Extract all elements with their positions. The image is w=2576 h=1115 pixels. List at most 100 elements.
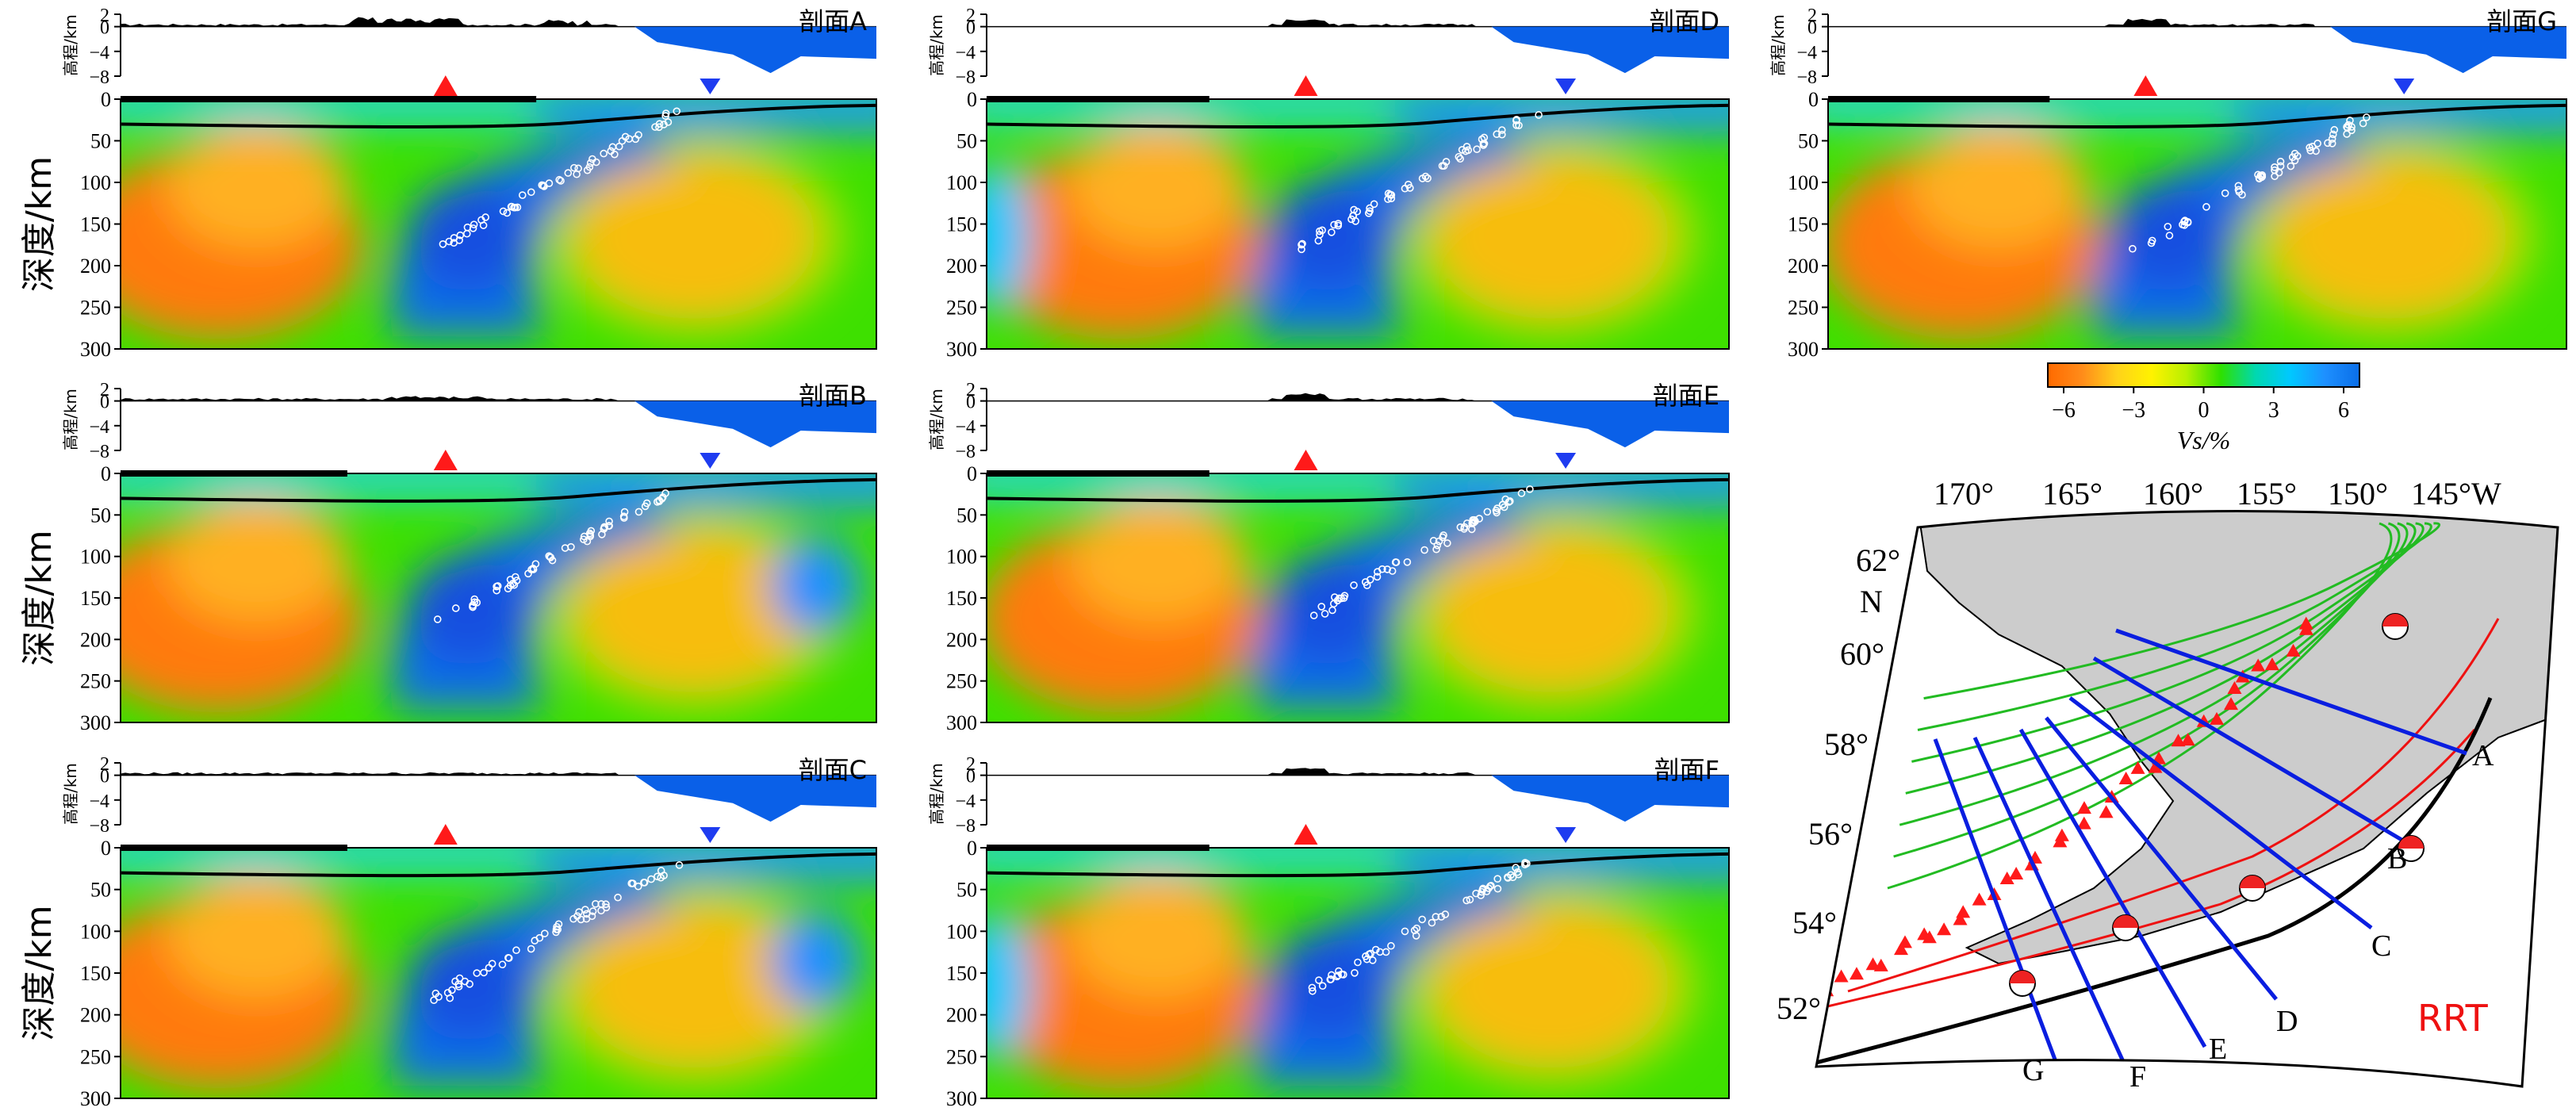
isodepth-contour (1887, 522, 2393, 890)
earthquake (2363, 113, 2371, 121)
earthquake (555, 175, 563, 184)
depth-axis-label: 深度/km (19, 530, 59, 665)
elev-tick-label: 2 (966, 754, 976, 775)
region-label: RRT (2417, 997, 2489, 1040)
volcano-marker (1294, 75, 1318, 96)
map-lon-label: 145°W (2411, 476, 2501, 512)
earthquake (1433, 541, 1442, 550)
earthquake (602, 903, 611, 912)
earthquake (1455, 152, 1463, 161)
earthquake (1317, 603, 1326, 611)
earthquake (477, 216, 485, 224)
volcano-marker (2298, 616, 2313, 630)
earthquake (1361, 578, 1370, 586)
isodepth-contour (1905, 522, 2417, 795)
volcano-marker (2251, 658, 2266, 672)
depth-tick-label: 150 (946, 213, 977, 236)
earthquake (1441, 910, 1450, 918)
depth-tick-label: 0 (967, 88, 977, 111)
elev-tick-label: −8 (955, 442, 976, 462)
earthquake (574, 164, 582, 173)
earthquake (1413, 924, 1421, 933)
depth-tick-label: 300 (946, 711, 977, 734)
depth-tick-label: 300 (80, 711, 111, 734)
velocity-section (1828, 99, 2566, 349)
volcano-marker (1849, 967, 1864, 980)
earthquake (647, 875, 655, 883)
moho-line (986, 852, 1730, 878)
ocean-bathymetry (1491, 775, 1729, 822)
earthquake (1298, 239, 1306, 248)
depth-tick-label: 250 (946, 670, 977, 693)
earthquake (629, 879, 637, 887)
isodepth-contour (1893, 522, 2401, 858)
colorbar-tick: −3 (2122, 398, 2145, 423)
earthquake (585, 163, 594, 171)
trench-marker (1555, 79, 1577, 94)
map-lat-label: 62° (1856, 542, 1900, 578)
depth-tick-label: 200 (946, 255, 977, 278)
ocean-bathymetry (634, 26, 876, 74)
earthquake (527, 565, 535, 574)
volcano-marker (1922, 930, 1937, 944)
trench-marker (2394, 79, 2415, 94)
earthquake (470, 220, 478, 228)
earthquake (1480, 140, 1489, 148)
earthquake (508, 202, 516, 211)
trench-line (1816, 697, 2493, 1065)
elev-tick-label: 2 (966, 380, 976, 400)
earthquake (661, 109, 670, 117)
earthquake (1439, 531, 1447, 539)
earthquake (620, 514, 628, 522)
depth-tick-label: 50 (90, 879, 111, 902)
velocity-section (121, 99, 876, 349)
earthquake (1337, 594, 1345, 603)
earthquake (2290, 149, 2299, 158)
ocean-bathymetry (634, 775, 876, 822)
volcano-marker (1999, 871, 2014, 884)
earthquake (1315, 976, 1323, 984)
volcano-marker (2227, 681, 2242, 695)
depth-tick-label: 150 (80, 962, 111, 985)
earthquake (1428, 918, 1436, 927)
earthquake (470, 598, 479, 607)
colorbar-tick: 6 (2338, 398, 2349, 423)
earthquake (1335, 967, 1343, 975)
moho-line (120, 477, 877, 503)
trench-marker (1555, 827, 1577, 843)
earthquake (661, 489, 669, 497)
depth-tick-label: 100 (946, 546, 977, 569)
depth-axis-label: 深度/km (19, 156, 59, 292)
earthquake (2258, 172, 2267, 181)
earthquake (564, 169, 573, 177)
elev-tick-label: −8 (1796, 67, 1817, 88)
earthquake (1330, 220, 1338, 229)
earthquake (1456, 155, 1464, 163)
land-topography (121, 772, 619, 776)
ocean-bathymetry (2330, 26, 2566, 74)
earthquake (641, 502, 650, 511)
elev-tick-label: 2 (1807, 6, 1817, 26)
earthquake (577, 915, 585, 924)
elev-tick-label: 0 (100, 393, 109, 413)
map-profile-label: B (2387, 842, 2407, 876)
earthquake (469, 603, 477, 611)
depth-tick-label: 200 (80, 628, 111, 651)
earthquake (439, 239, 447, 248)
earthquake (621, 132, 630, 141)
earthquake (1443, 539, 1451, 547)
earthquake (592, 900, 600, 908)
earthquake (569, 914, 577, 923)
depth-tick-label: 300 (946, 338, 977, 361)
earthquake (541, 929, 549, 937)
map-lon-label: 165° (2042, 476, 2103, 512)
earthquake (1493, 504, 1501, 512)
earthquake (634, 508, 643, 516)
elev-tick-label: −8 (89, 442, 109, 462)
depth-tick-label: 150 (946, 587, 977, 610)
earthquake (2180, 217, 2188, 226)
colorbar-tick: −6 (2052, 398, 2076, 423)
map-lat-label: 60° (1840, 636, 1884, 672)
elev-tick-label: −4 (89, 791, 109, 812)
earthquake (1308, 983, 1317, 992)
